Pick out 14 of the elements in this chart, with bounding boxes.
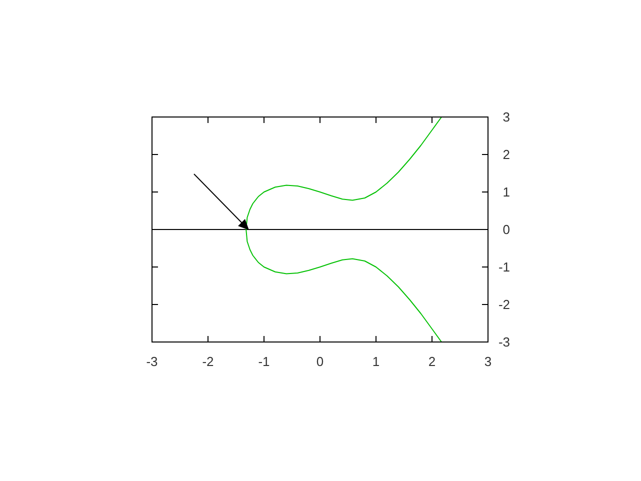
x-tick-label: 2 bbox=[428, 354, 436, 369]
x-tick-label: -2 bbox=[202, 354, 214, 369]
x-tick-label: -3 bbox=[146, 354, 158, 369]
x-tick-label: 0 bbox=[316, 354, 324, 369]
y-tick-label: 3 bbox=[502, 110, 510, 124]
y-tick-label: 1 bbox=[502, 184, 510, 200]
y-tick-label: -1 bbox=[498, 260, 510, 274]
y-tick-label: -2 bbox=[498, 297, 510, 312]
x-tick-label: -1 bbox=[258, 354, 270, 369]
y-tick-label: 2 bbox=[502, 147, 510, 162]
x-tick-label: 1 bbox=[372, 354, 380, 369]
y-tick-label: -3 bbox=[498, 334, 510, 350]
y-tick-label: 0 bbox=[502, 222, 510, 237]
x-tick-label: 3 bbox=[484, 354, 492, 369]
